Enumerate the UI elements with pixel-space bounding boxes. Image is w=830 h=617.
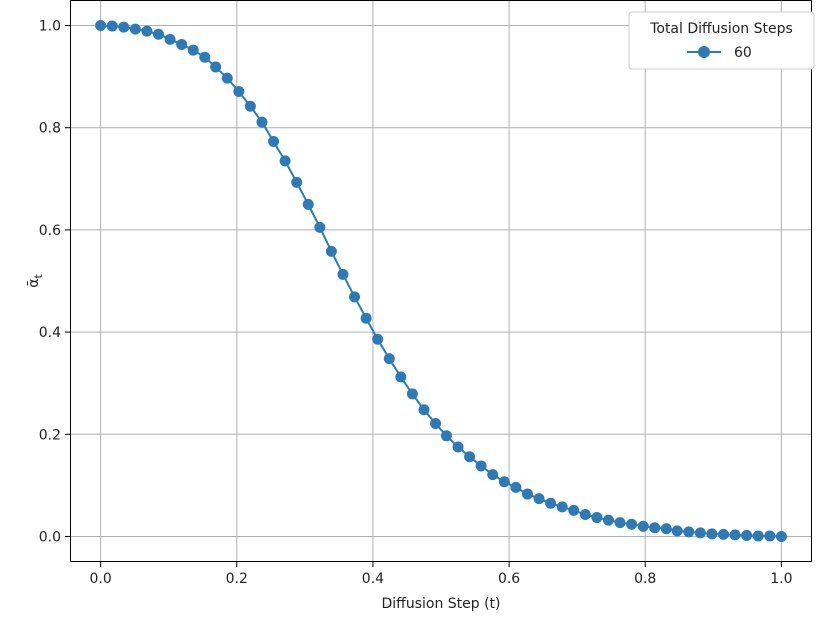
data-point	[729, 529, 741, 541]
data-point	[487, 469, 499, 481]
data-point	[533, 493, 545, 505]
x-tick-label: 1.0	[770, 571, 792, 587]
data-point	[706, 528, 718, 540]
series-layer	[95, 20, 787, 542]
x-axis: 0.0 0.2 0.4 0.6 0.8 1.0	[90, 562, 792, 587]
data-point	[291, 176, 303, 188]
x-axis-label: Diffusion Step (t)	[382, 596, 501, 612]
data-point	[602, 514, 614, 526]
data-point	[256, 116, 268, 128]
data-point	[383, 353, 395, 365]
data-point	[591, 512, 603, 524]
data-point	[464, 451, 476, 463]
legend-entry-label: 60	[734, 45, 752, 61]
data-point	[694, 527, 706, 539]
data-point	[637, 520, 649, 532]
data-point	[568, 504, 580, 516]
data-point	[545, 497, 557, 509]
x-tick-label: 0.6	[498, 571, 520, 587]
data-point	[372, 333, 384, 345]
x-tick-label: 0.0	[90, 571, 112, 587]
data-point	[752, 530, 764, 542]
y-tick-label: 0.2	[39, 427, 61, 443]
y-axis: 0.0 0.2 0.4 0.6 0.8 1.0	[39, 19, 70, 545]
data-point	[152, 28, 164, 40]
data-point	[164, 33, 176, 45]
data-point	[406, 388, 418, 400]
data-point	[452, 441, 464, 453]
data-point	[614, 517, 626, 529]
data-point	[199, 51, 211, 63]
data-point	[302, 198, 314, 210]
data-point	[660, 523, 672, 535]
data-point	[106, 20, 118, 32]
legend-marker	[698, 46, 710, 58]
data-point	[718, 528, 730, 540]
data-point	[741, 529, 753, 541]
data-point	[418, 404, 430, 416]
data-point	[325, 245, 337, 257]
data-point	[118, 21, 130, 33]
data-point	[360, 312, 372, 324]
data-point	[521, 488, 533, 500]
data-point	[430, 418, 442, 430]
data-point	[649, 522, 661, 534]
data-point	[579, 508, 591, 520]
data-point	[314, 221, 326, 233]
data-point	[268, 136, 280, 148]
data-point	[671, 525, 683, 537]
data-point	[683, 526, 695, 538]
data-point	[475, 460, 487, 472]
data-point	[337, 268, 349, 280]
plot-area	[70, 0, 812, 562]
data-point	[440, 430, 452, 442]
data-point	[395, 371, 407, 383]
legend: Total Diffusion Steps 60	[628, 11, 815, 70]
data-point	[498, 476, 510, 488]
data-point	[233, 85, 245, 97]
data-point	[129, 23, 141, 35]
plot-frame	[70, 0, 812, 562]
y-tick-label: 0.0	[39, 529, 61, 545]
data-point	[95, 20, 107, 32]
data-point	[510, 481, 522, 493]
data-point	[775, 530, 787, 542]
x-tick-label: 0.4	[362, 571, 384, 587]
y-tick-label: 0.4	[39, 325, 61, 341]
data-point	[626, 518, 638, 530]
data-point	[279, 155, 291, 167]
legend-box	[628, 11, 815, 70]
x-tick-label: 0.2	[226, 571, 248, 587]
y-tick-label: 0.6	[39, 223, 61, 239]
data-point	[210, 61, 222, 73]
y-axis-label: ᾱt	[26, 274, 45, 288]
data-point	[176, 38, 188, 50]
data-point	[349, 291, 361, 303]
grid-lines	[70, 0, 812, 562]
data-point	[244, 100, 256, 112]
data-point	[764, 530, 776, 542]
y-tick-label: 1.0	[39, 19, 61, 35]
data-point	[187, 44, 199, 56]
data-point	[221, 72, 233, 84]
data-point	[556, 501, 568, 513]
y-axis-label-subscript: t	[32, 274, 45, 279]
y-axis-label-main: ᾱ	[26, 279, 42, 288]
legend-title: Total Diffusion Steps	[649, 21, 793, 37]
data-point	[141, 25, 153, 37]
y-tick-label: 0.8	[39, 121, 61, 137]
x-tick-label: 0.8	[634, 571, 656, 587]
